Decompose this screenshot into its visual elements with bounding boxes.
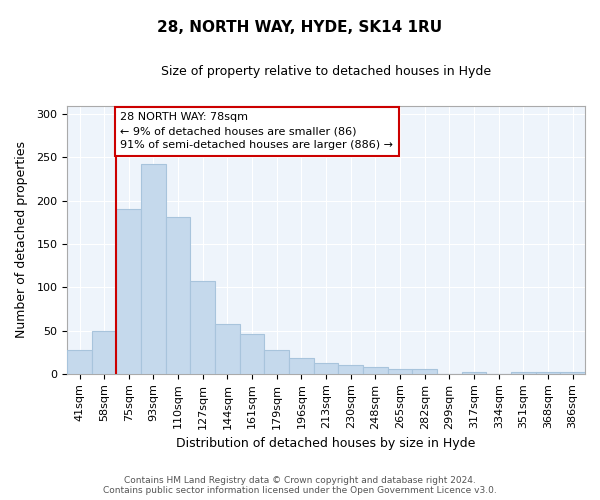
Bar	[141, 164, 166, 374]
Text: Contains HM Land Registry data © Crown copyright and database right 2024.
Contai: Contains HM Land Registry data © Crown c…	[103, 476, 497, 495]
Bar	[412, 370, 437, 374]
Bar	[67, 350, 92, 374]
Bar	[560, 372, 585, 374]
Bar	[536, 372, 560, 374]
Y-axis label: Number of detached properties: Number of detached properties	[15, 141, 28, 338]
Bar	[388, 370, 412, 374]
Title: Size of property relative to detached houses in Hyde: Size of property relative to detached ho…	[161, 65, 491, 78]
Bar	[166, 217, 190, 374]
Bar	[314, 364, 338, 374]
Bar	[511, 372, 536, 374]
Bar	[215, 324, 240, 374]
X-axis label: Distribution of detached houses by size in Hyde: Distribution of detached houses by size …	[176, 437, 476, 450]
Bar	[240, 334, 265, 374]
Bar	[462, 372, 487, 374]
Bar	[289, 358, 314, 374]
Text: 28, NORTH WAY, HYDE, SK14 1RU: 28, NORTH WAY, HYDE, SK14 1RU	[157, 20, 443, 35]
Bar	[265, 350, 289, 374]
Bar	[92, 330, 116, 374]
Bar	[338, 365, 363, 374]
Bar	[363, 367, 388, 374]
Bar	[190, 281, 215, 374]
Text: 28 NORTH WAY: 78sqm
← 9% of detached houses are smaller (86)
91% of semi-detache: 28 NORTH WAY: 78sqm ← 9% of detached hou…	[120, 112, 393, 150]
Bar	[116, 210, 141, 374]
